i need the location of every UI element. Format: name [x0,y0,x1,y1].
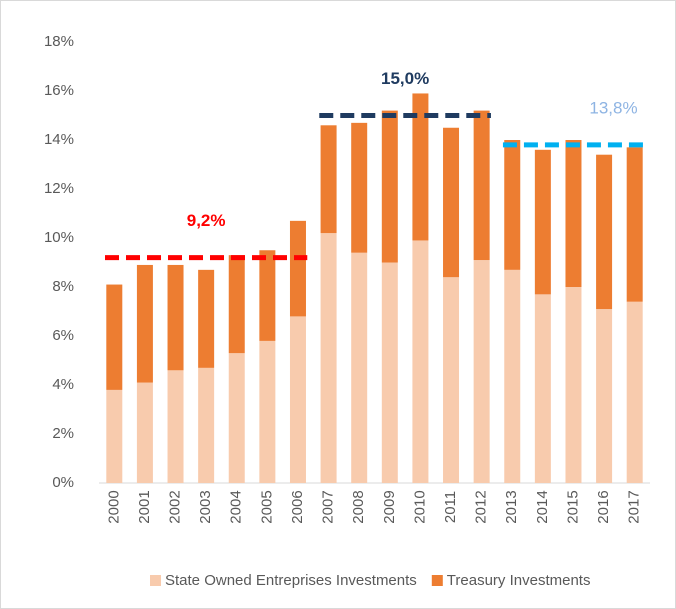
x-tick-label: 2005 [258,490,275,523]
bar-segment [289,220,306,317]
y-tick-label: 0% [52,474,74,491]
bar-segment [596,309,613,483]
x-tick-label: 2006 [289,490,306,523]
bar-segment [626,147,643,302]
bar-segment [167,264,184,371]
x-tick-label: 2007 [320,490,337,523]
y-tick-label: 12% [44,180,74,197]
annotation-label: 15,0% [381,69,429,88]
x-tick-label: 2004 [228,490,245,523]
bar-segment [626,301,643,483]
legend-swatch [150,575,161,586]
x-tick-label: 2013 [503,490,520,523]
bar-segment [443,277,460,483]
legend-label: State Owned Entreprises Investments [165,572,417,589]
bar-segment [198,269,215,368]
x-tick-label: 2008 [350,490,367,523]
bar-segment [106,389,123,483]
bar-segment [534,149,551,295]
x-tick-label: 2011 [442,491,459,523]
bar-segment [320,233,337,483]
bar-segment [504,269,521,483]
bar-segment [228,255,245,354]
bar-segment [412,93,429,241]
x-tick-label: 2000 [105,490,122,523]
bar-segment [504,140,521,270]
x-tick-label: 2009 [381,490,398,523]
bar-segment [228,353,245,483]
y-tick-label: 10% [44,229,74,246]
legend-swatch [431,575,443,586]
bar-segment [565,287,582,483]
bar-segment [534,294,551,483]
annotation-label: 13,8% [589,98,637,117]
y-tick-label: 2% [52,425,74,442]
bar-segment [136,382,153,483]
bar-segment [473,110,490,261]
y-tick-label: 14% [44,131,74,148]
bar-segment [596,154,613,310]
bar-segment [351,252,368,483]
bar-segment [136,264,153,383]
annotation-label: 9,2% [187,211,226,230]
x-tick-label: 2001 [136,490,153,523]
x-tick-label: 2014 [534,490,551,523]
x-tick-label: 2017 [626,490,643,523]
x-tick-label: 2010 [411,490,428,523]
bar-segment [412,240,429,483]
y-tick-label: 6% [52,327,74,344]
bar-segment [259,340,276,483]
y-tick-label: 4% [52,376,74,393]
x-tick-label: 2016 [595,490,612,523]
bar-segment [259,250,276,341]
bar-segment [167,370,184,483]
bar-segment [320,125,337,234]
bar-segment [443,127,460,278]
y-tick-label: 8% [52,278,74,295]
y-tick-label: 18% [44,33,74,50]
x-tick-label: 2002 [166,490,183,523]
bar-segment [473,260,490,483]
bar-segment [198,367,215,483]
bar-segment [381,110,398,263]
bar-segment [289,316,306,483]
bar-segment [565,140,582,287]
x-tick-label: 2003 [197,490,214,523]
x-tick-label: 2015 [564,490,581,523]
bar-segment [351,122,368,253]
bar-segment [106,284,123,390]
x-tick-label: 2012 [473,490,490,523]
y-tick-label: 16% [44,82,74,99]
bar-segment [381,262,398,483]
legend-label: Treasury Investments [447,572,591,589]
